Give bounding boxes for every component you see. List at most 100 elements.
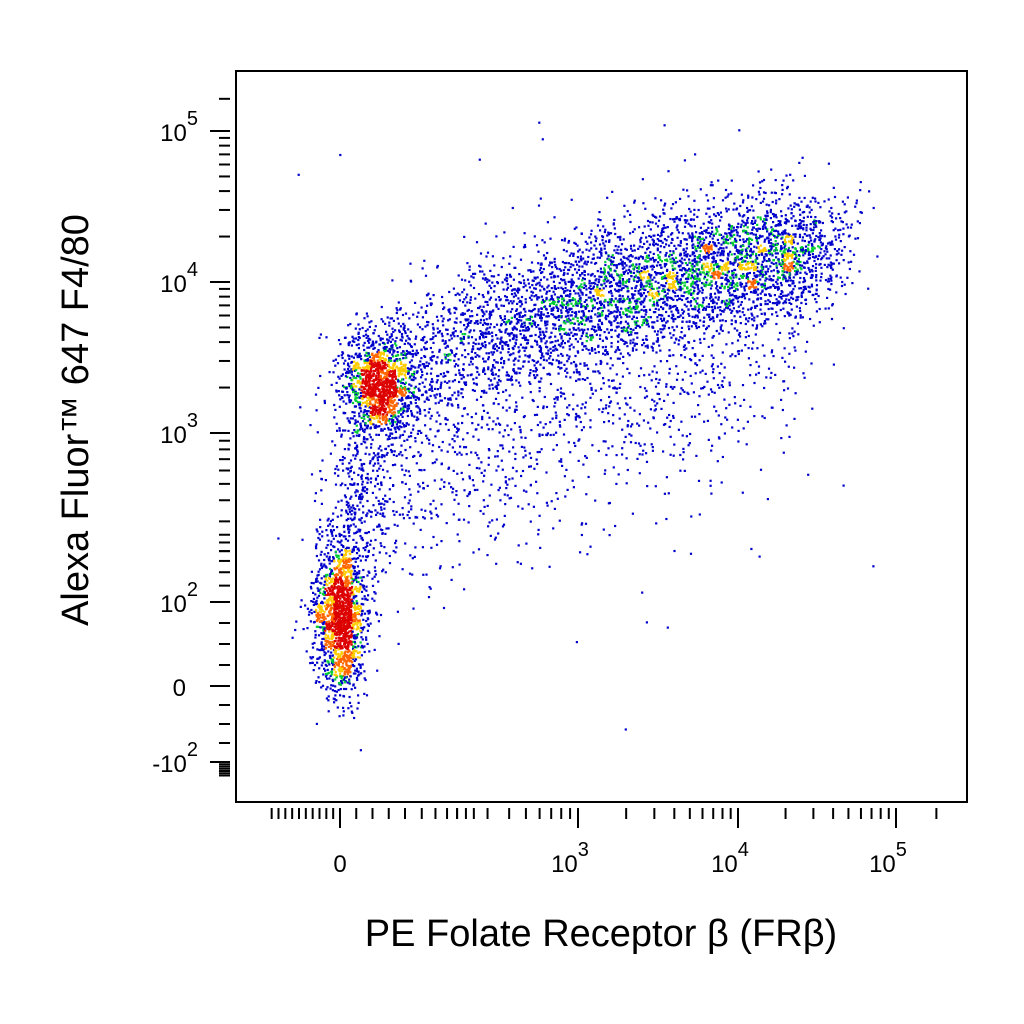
scatter-point <box>335 663 339 666</box>
scatter-point <box>355 362 358 365</box>
scatter-point <box>618 278 621 281</box>
scatter-point <box>414 398 417 401</box>
scatter-point <box>402 370 405 373</box>
scatter-point <box>323 667 326 670</box>
scatter-point <box>320 606 323 609</box>
scatter-point <box>338 560 341 563</box>
scatter-point <box>374 559 377 562</box>
scatter-point <box>357 645 360 648</box>
scatter-point <box>377 620 380 623</box>
scatter-point <box>331 616 334 619</box>
scatter-point <box>313 620 316 624</box>
scatter-point <box>376 350 379 354</box>
scatter-point <box>596 286 599 289</box>
scatter-point <box>343 394 346 397</box>
scatter-point <box>340 651 343 654</box>
scatter-point <box>670 317 673 320</box>
scatter-point <box>691 276 694 279</box>
scatter-point <box>397 322 400 325</box>
scatter-point <box>331 607 334 610</box>
scatter-point <box>775 266 778 269</box>
scatter-point <box>362 584 365 587</box>
scatter-point <box>310 581 313 585</box>
scatter-point <box>394 377 397 380</box>
scatter-point <box>476 322 479 325</box>
scatter-point <box>360 385 363 388</box>
scatter-point <box>373 591 376 594</box>
scatter-point <box>329 641 332 644</box>
scatter-point <box>638 226 641 229</box>
scatter-point <box>330 383 333 386</box>
scatter-point <box>345 503 348 506</box>
scatter-point <box>328 371 331 374</box>
scatter-point <box>620 316 623 319</box>
scatter-point <box>590 386 593 390</box>
scatter-point <box>684 281 687 284</box>
scatter-point <box>419 360 422 363</box>
scatter-point <box>350 705 353 708</box>
scatter-point <box>317 618 320 621</box>
scatter-point <box>341 612 344 615</box>
scatter-point <box>354 560 357 563</box>
scatter-point <box>366 642 369 645</box>
scatter-point <box>411 355 414 358</box>
scatter-point <box>348 665 351 668</box>
scatter-point <box>603 267 606 270</box>
scatter-point <box>791 236 794 239</box>
scatter-point <box>412 353 415 356</box>
scatter-point <box>367 410 370 413</box>
scatter-point <box>343 676 347 679</box>
scatter-point <box>679 197 682 200</box>
scatter-point <box>368 398 371 401</box>
scatter-point <box>353 516 356 519</box>
scatter-point <box>596 297 599 300</box>
scatter-point <box>598 337 602 340</box>
scatter-point <box>572 371 576 374</box>
scatter-point <box>528 354 531 357</box>
scatter-point <box>692 277 696 280</box>
scatter-point <box>330 657 333 660</box>
scatter-point <box>372 547 375 550</box>
scatter-point <box>781 188 784 191</box>
scatter-point <box>342 609 345 612</box>
scatter-point <box>350 619 353 622</box>
scatter-point <box>457 429 460 432</box>
scatter-point <box>772 245 775 248</box>
scatter-point <box>354 363 357 366</box>
scatter-point <box>352 376 356 379</box>
scatter-point <box>418 408 421 411</box>
scatter-point <box>378 399 381 402</box>
scatter-point <box>652 259 655 262</box>
scatter-point <box>348 623 351 626</box>
scatter-point <box>355 646 358 649</box>
scatter-point <box>360 614 363 617</box>
scatter-point <box>354 575 357 578</box>
scatter-point <box>553 397 556 401</box>
scatter-point <box>392 415 395 418</box>
scatter-point <box>740 295 744 299</box>
scatter-point <box>368 386 371 389</box>
scatter-point <box>358 572 361 575</box>
scatter-point <box>337 390 340 393</box>
scatter-point <box>777 260 780 263</box>
scatter-point <box>340 539 343 542</box>
scatter-point <box>320 600 324 603</box>
scatter-point <box>810 239 813 242</box>
scatter-point <box>368 406 371 409</box>
scatter-point <box>350 710 353 713</box>
scatter-point <box>357 608 360 611</box>
scatter-point <box>395 358 398 361</box>
scatter-point <box>316 574 319 577</box>
scatter-point <box>326 605 329 609</box>
scatter-point <box>366 574 369 577</box>
scatter-point <box>467 324 470 327</box>
scatter-point <box>515 322 518 325</box>
scatter-point <box>317 612 320 615</box>
scatter-point <box>348 357 351 360</box>
scatter-point <box>368 321 371 324</box>
scatter-point <box>676 224 679 227</box>
scatter-point <box>351 368 354 371</box>
scatter-point <box>387 339 390 342</box>
scatter-point <box>467 336 470 339</box>
